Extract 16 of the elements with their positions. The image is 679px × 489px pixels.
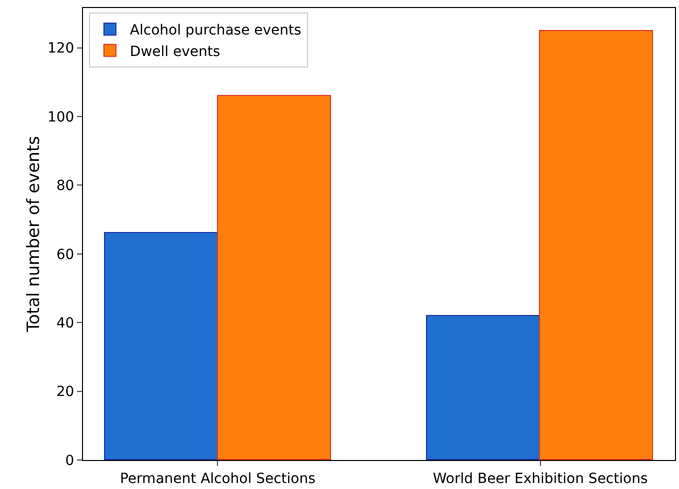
x-tick-label: World Beer Exhibition Sections bbox=[432, 470, 648, 487]
bar bbox=[426, 315, 540, 460]
y-axis-title: Total number of events bbox=[24, 136, 44, 333]
bar bbox=[104, 232, 218, 460]
y-tick-label: 20 bbox=[56, 384, 74, 400]
bar bbox=[217, 95, 331, 460]
y-tick-label: 0 bbox=[65, 452, 74, 469]
y-tick-label: 120 bbox=[47, 40, 74, 57]
y-tick-label: 100 bbox=[47, 109, 74, 126]
y-tick-label: 80 bbox=[56, 178, 74, 194]
bar bbox=[539, 30, 653, 460]
x-tick-label: Permanent Alcohol Sections bbox=[120, 470, 316, 487]
y-tick-label: 40 bbox=[56, 316, 74, 332]
legend-label: Alcohol purchase events bbox=[130, 22, 302, 39]
y-tick-label: 60 bbox=[56, 246, 74, 263]
legend-label: Dwell events bbox=[130, 44, 220, 60]
